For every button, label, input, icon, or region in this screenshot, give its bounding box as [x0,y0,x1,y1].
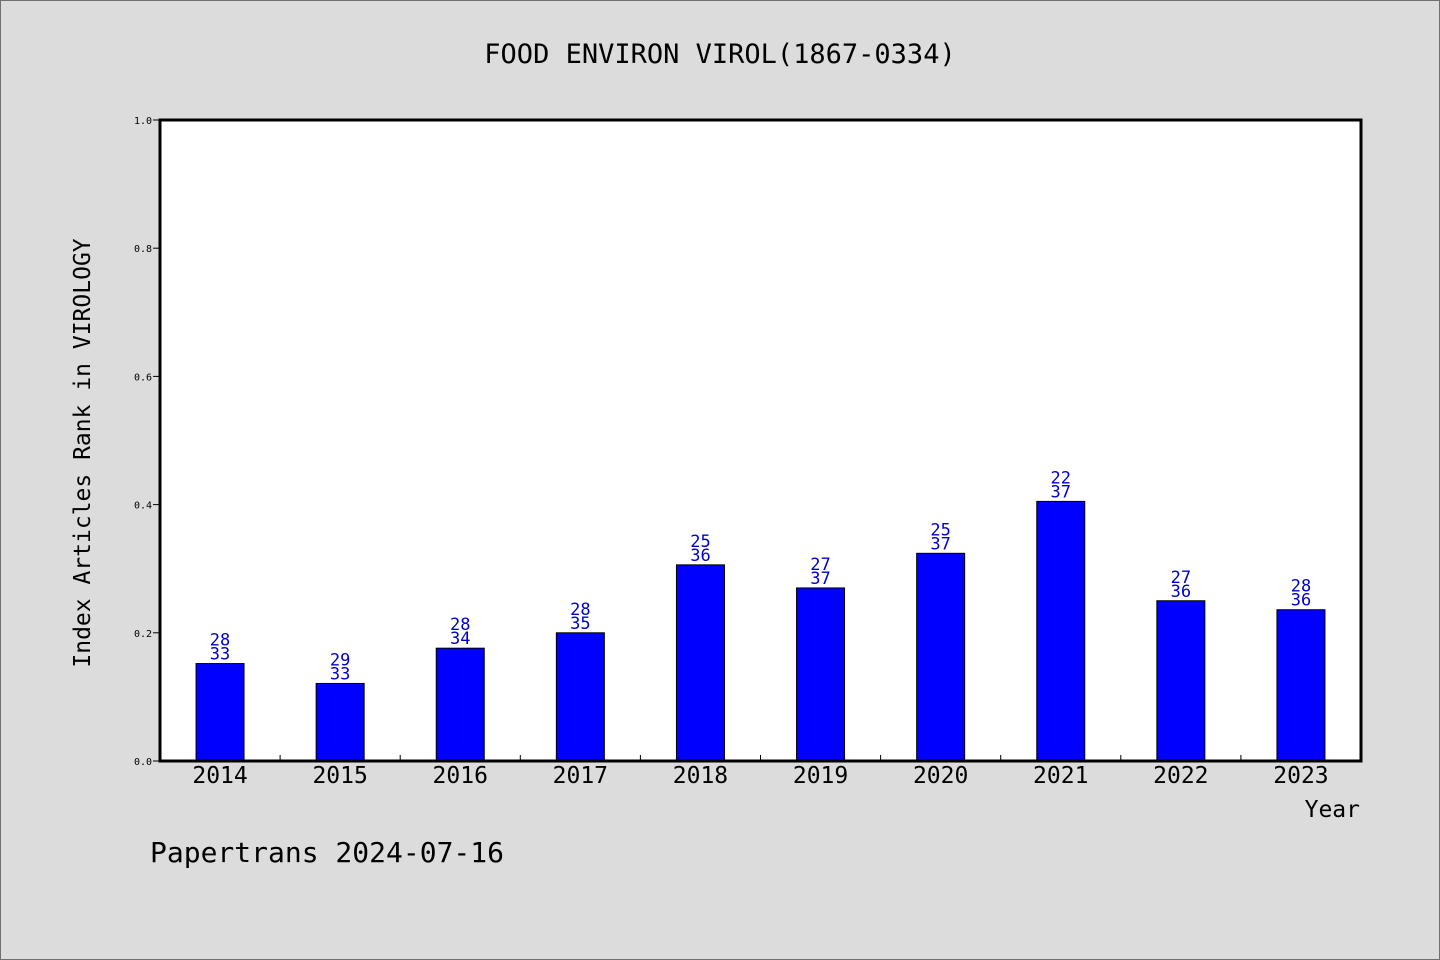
x-tick-label: 2015 [312,763,367,789]
bars [195,500,1326,762]
y-tick-label: 0.6 [134,372,152,383]
y-axis-label: Index Articles Rank in VIROLOGY [70,238,96,667]
rank-label-2019: 27 [810,555,830,575]
y-tick-label: 0.2 [134,629,152,640]
bar-2020 [916,552,966,762]
total-label-2021: 37 [1051,482,1071,502]
bar-2014 [195,663,245,762]
x-tick-label: 2017 [553,763,608,789]
total-label-2022: 36 [1171,582,1191,602]
x-tick-label: 2018 [673,763,728,789]
x-tick-label: 2020 [913,763,968,789]
y-axis-ticks: 0.0 0.2 0.4 0.6 0.8 1.0 [134,116,160,768]
bar-2018 [675,564,725,762]
total-label-2019: 37 [810,569,830,589]
bar-2017 [555,632,605,762]
plot-border [158,118,1363,763]
total-label-2017: 35 [570,614,590,634]
rank-label-2015: 29 [330,650,350,670]
rank-label-2017: 28 [570,600,590,620]
y-tick-label: 0.0 [134,757,152,768]
total-label-2020: 37 [930,534,950,554]
x-tick-label: 2021 [1033,763,1088,789]
rank-label-2016: 28 [450,615,470,635]
total-label-2015: 33 [330,664,350,684]
bar-2023 [1276,609,1326,762]
chart-title: FOOD ENVIRON VIROL(1867-0334) [484,39,955,70]
bar-2022 [1156,600,1206,762]
total-label-2018: 36 [690,546,710,566]
x-tick-label: 2019 [793,763,848,789]
rank-label-2014: 28 [210,631,230,651]
bar-2019 [796,587,846,762]
x-tick-label: 2014 [192,763,247,789]
rank-label-2020: 25 [930,520,950,540]
x-tick-label: 2022 [1153,763,1208,789]
footer-credit: Papertrans 2024-07-16 [150,836,504,869]
bar-2021 [1036,500,1086,762]
x-tick-labels: 2014 2015 2016 2017 2018 2019 2020 2021 2022 2023 [192,763,1328,789]
total-label-2023: 36 [1291,591,1311,611]
rank-label-2023: 28 [1291,577,1311,597]
x-axis-label: Year [1305,797,1360,823]
total-label-2014: 33 [210,645,230,665]
rank-label-2018: 25 [690,532,710,552]
total-label-2016: 34 [450,629,470,649]
y-tick-label: 1.0 [134,116,152,127]
bar-2016 [435,647,485,762]
x-tick-label: 2016 [433,763,488,789]
rank-label-2021: 22 [1051,468,1071,488]
x-tick-label: 2023 [1273,763,1328,789]
y-tick-label: 0.8 [134,244,152,255]
bar-2015 [315,682,365,762]
y-tick-label: 0.4 [134,501,152,512]
rank-label-2022: 27 [1171,568,1191,588]
